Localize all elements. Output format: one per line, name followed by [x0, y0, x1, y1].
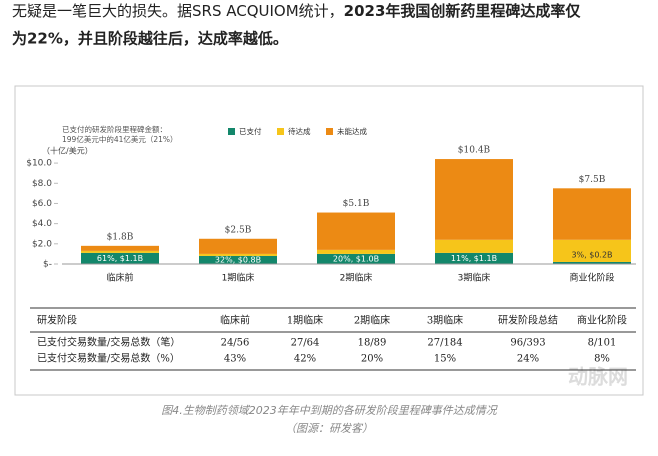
legend-swatch: [277, 128, 284, 135]
bar-segment: [199, 253, 277, 256]
table-cell: 24/56: [221, 338, 250, 349]
table-cell: 96/393: [510, 338, 545, 349]
table-cell: 24%: [517, 354, 539, 365]
caption-source: （图源：研发客）: [285, 422, 373, 435]
legend-swatch: [326, 128, 333, 135]
legend-label: 未能达成: [337, 126, 367, 136]
bar-segment: [553, 239, 631, 262]
bar-segment: [317, 253, 395, 264]
table-cell: 27/184: [427, 338, 462, 349]
bar-segment: [81, 252, 159, 264]
table-cell: 已支付交易数量/交易总数（笔）: [37, 336, 180, 349]
bar-segment: [199, 255, 277, 264]
y-tick-label: $6.0: [32, 199, 52, 209]
table-header: 2期临床: [354, 314, 390, 327]
x-tick-label: 临床前: [106, 272, 133, 284]
bar-segment: [435, 239, 513, 253]
bar-segment: [317, 212, 395, 250]
bar-segment: [81, 245, 159, 251]
x-tick-label: 2期临床: [340, 272, 373, 284]
caption: 图4.生物制药领域2023年年中到期的各研发阶段里程碑事件达成情况: [161, 404, 498, 417]
legend-label: 待达成: [288, 126, 311, 136]
article-text: 无疑是一笔巨大的损失。据SRS ACQUIOM统计，2023年我国创新药里程碑达…: [12, 2, 581, 20]
x-tick-label: 1期临床: [222, 272, 255, 284]
y-tick-label: $4.0: [32, 219, 52, 229]
bar-segment: [317, 249, 395, 254]
table-cell: 8%: [594, 354, 610, 365]
total-label: $5.1B: [343, 199, 370, 209]
total-label: $2.5B: [225, 225, 252, 235]
table-header: 研发阶段: [37, 314, 77, 327]
table-header: 3期临床: [427, 314, 463, 327]
table-cell: 已支付交易数量/交易总数（%）: [37, 352, 180, 365]
total-label: $10.4B: [458, 146, 491, 156]
text-normal: 无疑是一笔巨大的损失。据SRS ACQUIOM统计，: [12, 2, 344, 20]
y-axis-label: （十亿/美元）: [42, 146, 93, 156]
y-tick-label: $-: [43, 260, 52, 270]
table-header: 研发阶段总结: [498, 314, 558, 327]
y-tick-label: $10.0: [26, 159, 52, 169]
legend-label: 已支付: [239, 126, 262, 136]
total-label: $7.5B: [579, 175, 606, 185]
table-cell: 27/64: [291, 338, 320, 349]
table-cell: 15%: [434, 354, 456, 365]
value-label: 32%, $0.8B: [215, 255, 261, 264]
y-tick-label: $8.0: [32, 179, 52, 189]
table-header: 商业化阶段: [577, 314, 627, 327]
bar-segment: [553, 188, 631, 240]
text-bold: 2023年我国创新药里程碑达成率仅: [344, 2, 582, 20]
table-header: 1期临床: [287, 314, 323, 327]
x-tick-label: 3期临床: [458, 272, 491, 284]
bar-segment: [435, 159, 513, 240]
table-cell: 20%: [361, 354, 383, 365]
table-cell: 42%: [294, 354, 316, 365]
note: 199亿美元中的41亿美元（21%）: [62, 134, 178, 144]
y-tick-label: $2.0: [32, 239, 52, 249]
text-bold: 为22%，并且阶段越往后，达成率越低。: [12, 30, 288, 48]
value-label: 20%, $1.0B: [333, 254, 379, 263]
table-header: 临床前: [220, 314, 250, 327]
table-cell: 43%: [224, 354, 246, 365]
total-label: $1.8B: [107, 232, 134, 242]
value-label: 61%, $1.1B: [97, 254, 143, 263]
bar-segment: [553, 261, 631, 264]
bar-segment: [81, 250, 159, 253]
table-cell: 8/101: [588, 338, 617, 349]
x-tick-label: 商业化阶段: [569, 272, 614, 284]
watermark: 动脉网: [568, 365, 628, 389]
legend-swatch: [228, 128, 235, 135]
table-cell: 18/89: [358, 338, 387, 349]
bar-segment: [199, 238, 277, 254]
value-label: 11%, $1.1B: [451, 254, 497, 263]
value-label: 3%, $0.2B: [571, 250, 612, 259]
bar-segment: [435, 252, 513, 264]
note: 已支付的研发阶段里程碑金额：: [62, 124, 167, 134]
